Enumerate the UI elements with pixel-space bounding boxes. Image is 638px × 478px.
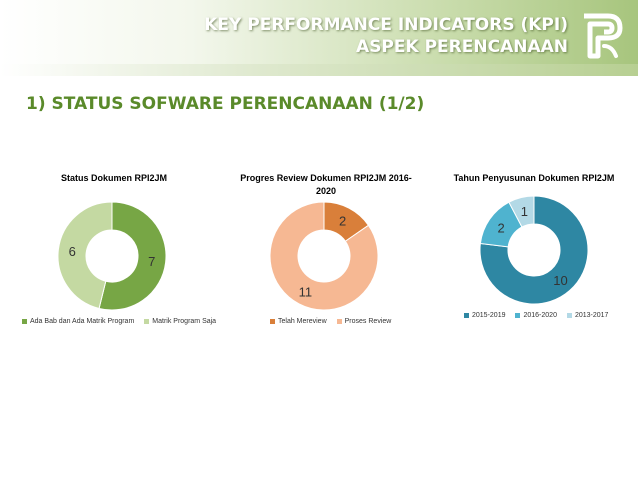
- donut-chart-svg: 10 2 1: [479, 195, 589, 305]
- legend-swatch: [464, 313, 469, 318]
- header-banner: KEY PERFORMANCE INDICATORS (KPI) ASPEK P…: [0, 0, 638, 76]
- legend-swatch: [22, 319, 27, 324]
- donut-slice: [98, 201, 167, 311]
- data-label: 2: [339, 214, 346, 229]
- chart-tahun-penyusunan: Tahun Penyusunan Dokumen RPI2JM 10 2 1 201…: [434, 170, 634, 330]
- legend-item: Ada Bab dan Ada Matrik Program: [22, 318, 134, 325]
- legend-item: Matrik Program Saja: [144, 318, 216, 325]
- header-title-line2: ASPEK PERENCANAAN: [356, 37, 568, 57]
- chart-progres-review: Progres Review Dokumen RPI2JM 2016-2020 …: [226, 170, 426, 330]
- data-label: 11: [299, 284, 313, 299]
- legend-item: Proses Review: [336, 318, 392, 325]
- legend-swatch: [144, 319, 150, 324]
- donut-chart-svg: 2 11: [269, 201, 379, 311]
- chart-legend: Ada Bab dan Ada Matrik Program Matrik Pro…: [22, 318, 226, 325]
- legend-item: 2015-2019: [464, 312, 505, 319]
- legend-label: 2016-2020: [523, 312, 557, 319]
- legend-label: 2015-2019: [472, 312, 506, 319]
- chart-legend: 2015-2019 2016-2020 2013-2017: [464, 312, 618, 319]
- chart-title: Tahun Penyusunan Dokumen RPI2JM: [453, 173, 615, 183]
- legend-item: 2013-2017: [566, 312, 609, 319]
- chart-title: Progres Review Dokumen RPI2JM 2016-2020: [240, 173, 412, 196]
- legend-swatch: [270, 319, 275, 324]
- legend-item: Telah Mereview: [270, 318, 327, 325]
- page-title: 1) STATUS SOFWARE PERENCANAAN (1/2): [26, 94, 425, 114]
- legend-label: Telah Mereview: [278, 318, 327, 325]
- data-label: 6: [69, 244, 76, 259]
- chart-title: Status Dokumen RPI2JM: [60, 173, 168, 183]
- legend-label: Matrik Program Saja: [152, 318, 217, 325]
- donut-slice: [508, 195, 535, 228]
- data-label: 1: [521, 204, 528, 219]
- donut-slice: [479, 195, 589, 305]
- data-label: 7: [148, 254, 155, 269]
- chart-legend: Telah Mereview Proses Review: [270, 318, 401, 325]
- header-band: [0, 64, 638, 76]
- legend-swatch: [515, 313, 521, 318]
- data-label: 2: [497, 220, 504, 235]
- legend-label: Ada Bab dan Ada Matrik Program: [30, 318, 135, 325]
- legend-label: 2013-2017: [574, 312, 609, 319]
- donut-chart-svg: 76: [57, 201, 167, 311]
- donut-slice: [57, 201, 113, 310]
- legend-label: Proses Review: [344, 318, 392, 325]
- header-title: KEY PERFORMANCE INDICATORS (KPI) ASPEK P…: [204, 14, 568, 58]
- legend-item: 2016-2020: [515, 312, 557, 319]
- header-title-line1: KEY PERFORMANCE INDICATORS (KPI): [204, 15, 568, 35]
- legend-swatch: [566, 313, 572, 318]
- donut-slice: [269, 201, 379, 311]
- ministry-logo-icon: [584, 13, 623, 59]
- legend-swatch: [336, 319, 342, 324]
- data-label: 10: [553, 273, 567, 288]
